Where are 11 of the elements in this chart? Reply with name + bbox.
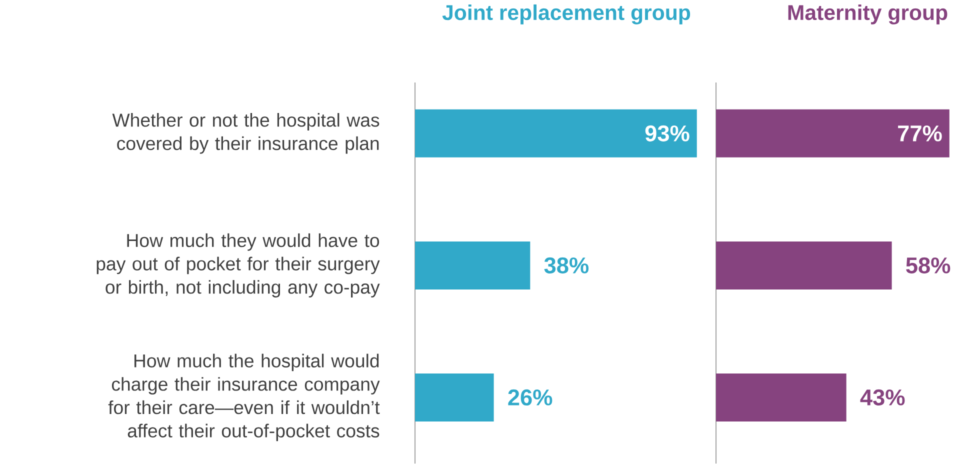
data-label: 38% [544,257,589,274]
data-label: 58% [906,257,950,274]
data-label: 77% [898,125,942,142]
chart-title: Joint replacement group [442,4,690,24]
y-tick-label: How much the hospital would charge their insurance company for their care—even if it wouldn’t affect their out-of-pocket costs [108,354,380,442]
data-label: 43% [860,389,905,406]
data-label: 26% [508,389,552,406]
y-tick-label: Whether or not the hospital was covered by their insurance plan [112,113,380,154]
y-tick-label: How much they would have to pay out of pocket for their surgery or birth, not including any co-pay [96,233,380,298]
data-label: 93% [645,125,690,142]
chart-title: Maternity group [788,4,948,24]
